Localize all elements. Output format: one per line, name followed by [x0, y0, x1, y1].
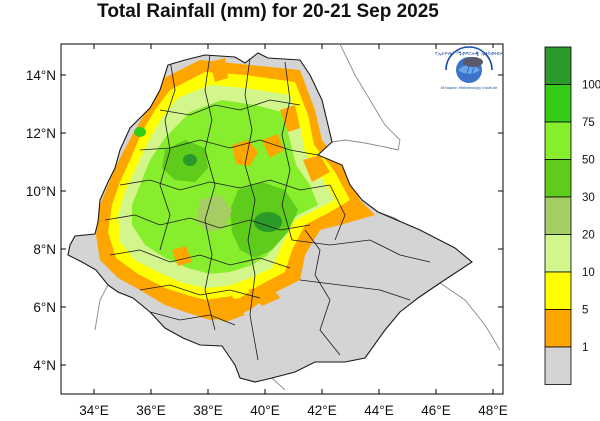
colorbar-label: 50	[582, 155, 595, 167]
rain-band-orange	[210, 58, 228, 82]
colorbar-swatch	[544, 121, 572, 160]
colorbar-swatch	[544, 271, 572, 310]
rain-band-orange	[303, 155, 330, 182]
logo-top-text: የኢትዮጵያ ሜቲዎሮሎጂ ኢንስቲትዩት	[435, 51, 503, 57]
colorbar-label: 1	[582, 342, 588, 354]
rain-band-orange	[232, 140, 258, 166]
x-tick-label: 38°E	[193, 403, 222, 418]
rain-band-dark-green	[134, 127, 146, 137]
x-tick-label: 48°E	[478, 403, 507, 418]
neighbour-borders	[94, 43, 501, 391]
logo-bottom-text: Ethiopian Meteorology Institute	[441, 86, 498, 90]
y-axis-labels: 14°N 12°N 10°N 8°N 6°N 4°N	[26, 68, 56, 373]
colorbar-swatch	[544, 84, 572, 123]
x-tick-label: 40°E	[250, 403, 279, 418]
y-tick-label: 10°N	[26, 184, 56, 199]
x-tick-label: 44°E	[364, 403, 393, 418]
colorbar-label: 75	[582, 117, 595, 129]
colorbar-swatch	[544, 196, 572, 235]
x-axis-ticks	[93, 44, 494, 394]
rain-band-dark-green	[183, 154, 197, 166]
map-title: Total Rainfall (mm) for 20-21 Sep 2025	[97, 1, 439, 22]
y-tick-label: 12°N	[26, 126, 56, 141]
colorbar-swatch	[544, 309, 572, 348]
zone-boundaries	[104, 54, 431, 361]
colorbar-swatch	[544, 159, 572, 198]
x-tick-label: 42°E	[307, 403, 336, 418]
colorbar-swatch	[544, 46, 572, 85]
colorbar-swatch	[544, 234, 572, 273]
colorbar: 100 75 50 30 20 10 5 1	[544, 46, 600, 385]
y-axis-ticks	[61, 74, 503, 366]
y-tick-label: 8°N	[33, 242, 56, 257]
ethiopian-meteorology-institute-logo: የኢትዮጵያ ሜቲዎሮሎጂ ኢንስቲትዩት Ethiopian Meteorol…	[435, 46, 503, 90]
ethiopia-outline	[67, 52, 473, 383]
x-tick-label: 34°E	[79, 403, 108, 418]
x-axis-labels: 34°E 36°E 38°E 40°E 42°E 44°E 46°E 48°E	[79, 403, 507, 418]
x-tick-label: 46°E	[421, 403, 450, 418]
colorbar-label: 30	[582, 192, 595, 204]
colorbar-label: 20	[582, 230, 595, 242]
rain-band-dark-green	[254, 212, 282, 232]
rain-band-orange	[248, 284, 280, 306]
rain-band-orange	[172, 246, 192, 266]
y-tick-label: 14°N	[26, 68, 56, 83]
rain-band-orange	[205, 296, 245, 322]
rain-band-orange	[280, 105, 300, 132]
colorbar-label: 5	[582, 305, 588, 317]
x-tick-label: 36°E	[136, 403, 165, 418]
cloud-icon	[463, 57, 483, 67]
colorbar-swatch	[544, 346, 572, 385]
colorbar-label: 100	[582, 80, 600, 92]
rain-band-orange	[262, 134, 284, 158]
y-tick-label: 6°N	[33, 300, 56, 315]
colorbar-label: 10	[582, 267, 595, 279]
y-tick-label: 4°N	[33, 358, 56, 373]
